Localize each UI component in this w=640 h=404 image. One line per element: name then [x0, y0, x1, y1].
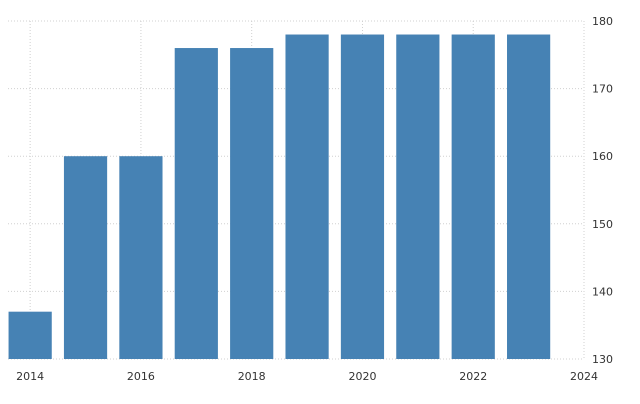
y-tick-label: 170: [592, 83, 613, 96]
y-tick-label: 140: [592, 285, 613, 298]
x-tick-label: 2022: [459, 370, 487, 383]
bar: [119, 156, 163, 359]
bar: [63, 156, 108, 359]
x-tick-label: 2016: [127, 370, 155, 383]
x-axis-ticks: 2014 2016 2018 2020 2022 2024: [16, 370, 598, 383]
x-tick-label: 2020: [348, 370, 376, 383]
bar: [174, 48, 218, 359]
bar: [285, 34, 329, 360]
bar: [396, 34, 440, 360]
y-axis-ticks: 130 140 150 160 170 180: [592, 15, 613, 366]
x-tick-label: 2014: [16, 370, 44, 383]
x-tick-label: 2018: [238, 370, 266, 383]
bar: [8, 311, 52, 359]
y-tick-label: 160: [592, 150, 613, 163]
bar: [507, 34, 551, 360]
bar: [230, 48, 274, 359]
bar: [451, 34, 495, 360]
y-tick-label: 130: [592, 353, 613, 366]
y-tick-label: 150: [592, 218, 613, 231]
x-tick-label: 2024: [570, 370, 598, 383]
y-tick-label: 180: [592, 15, 613, 28]
bar-series: [8, 34, 551, 360]
bar: [340, 34, 385, 360]
